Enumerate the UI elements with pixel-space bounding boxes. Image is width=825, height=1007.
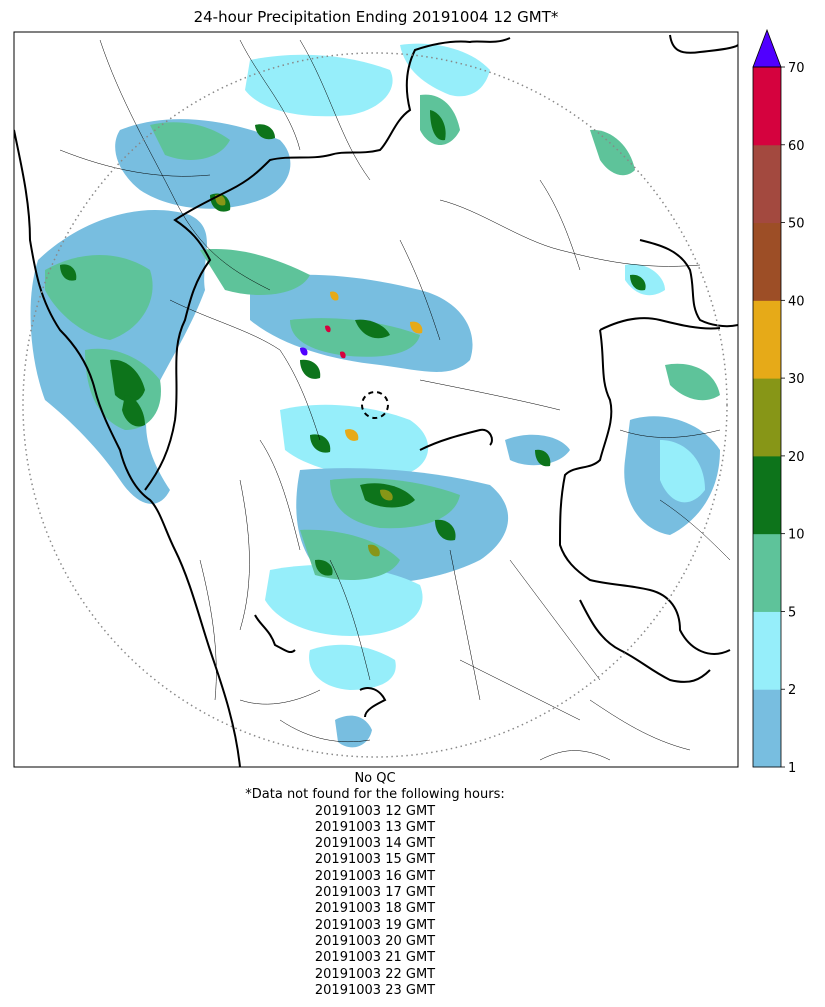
colorbar-segment (753, 67, 781, 146)
colorbar-tick-label: 60 (788, 139, 805, 154)
colorbar-segment (753, 144, 781, 224)
colorbar-segments (753, 67, 781, 768)
colorbar-segment (753, 533, 781, 612)
missing-hour: 20191003 17 GMT (314, 885, 436, 901)
colorbar-tick-label: 40 (788, 294, 805, 309)
missing-hour: 20191003 15 GMT (314, 852, 436, 868)
colorbar-segment (753, 300, 781, 379)
colorbar: 1 2 5 10 20 30 40 50 60 70 (752, 28, 805, 776)
colorbar-segment (753, 689, 781, 768)
map-title: 24-hour Precipitation Ending 20191004 12… (193, 8, 559, 26)
missing-data-note: *Data not found for the following hours: (245, 787, 505, 803)
colorbar-tick-label: 70 (788, 61, 805, 76)
missing-hour: 20191003 19 GMT (314, 917, 436, 933)
colorbar-extend-arrow (752, 28, 782, 68)
qc-label: No QC (354, 771, 396, 786)
missing-hour: 20191003 16 GMT (314, 868, 436, 884)
colorbar-frame (752, 66, 782, 768)
colorbar-segment (753, 455, 781, 535)
colorbar-tick-label: 10 (788, 528, 805, 543)
missing-hour: 20191003 21 GMT (314, 950, 436, 966)
district-boundaries (59, 39, 731, 761)
colorbar-segment (753, 611, 781, 690)
radar-map (13, 31, 739, 768)
footer-notes: No QC *Data not found for the following … (0, 771, 750, 999)
colorbar-tick-label: 1 (788, 761, 796, 776)
precipitation-field (30, 43, 720, 748)
missing-hour: 20191003 18 GMT (314, 901, 436, 917)
range-ring (22, 52, 728, 758)
missing-hour: 20191003 14 GMT (314, 836, 436, 852)
colorbar-tick-label: 2 (788, 683, 796, 698)
map-frame (13, 31, 739, 768)
colorbar-tick-label: 5 (788, 605, 796, 620)
colorbar-tick-label: 20 (788, 450, 805, 465)
missing-hour: 20191003 23 GMT (314, 982, 436, 998)
missing-hour: 20191003 22 GMT (314, 966, 436, 982)
colorbar-ticks: 1 2 5 10 20 30 40 50 60 70 (781, 61, 805, 776)
missing-hour: 20191003 12 GMT (314, 803, 436, 819)
colorbar-tick-label: 50 (788, 217, 805, 232)
missing-hour: 20191003 20 GMT (314, 933, 436, 949)
radar-site-marker (361, 391, 389, 419)
missing-hour: 20191003 13 GMT (314, 819, 436, 835)
colorbar-segment (753, 378, 781, 457)
state-boundaries (14, 34, 738, 767)
colorbar-segment (753, 222, 781, 301)
colorbar-tick-label: 30 (788, 372, 805, 387)
